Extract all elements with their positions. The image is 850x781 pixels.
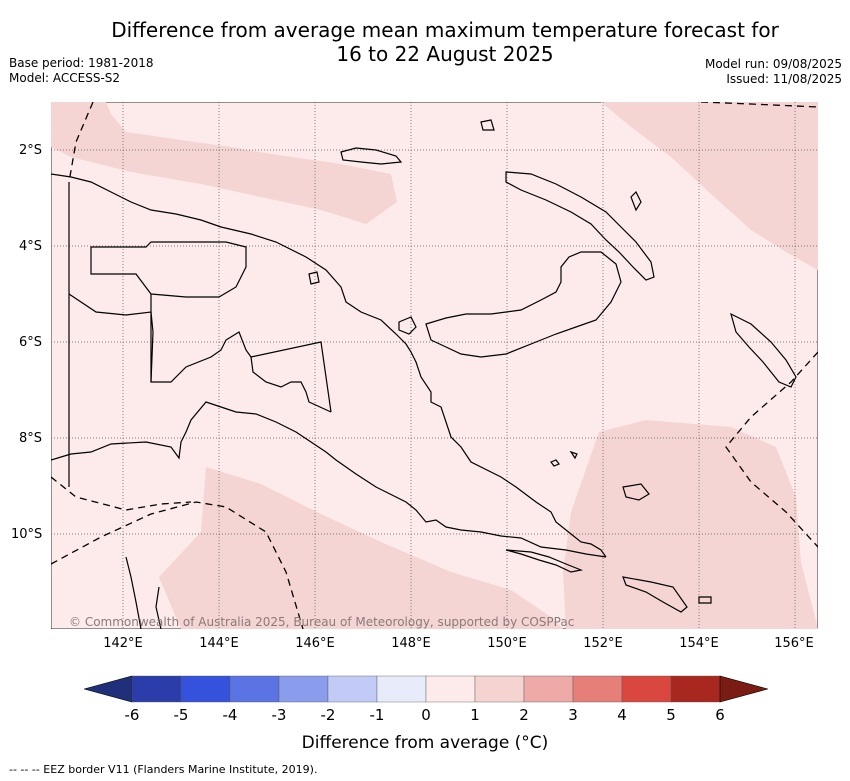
colorbar-segment [278, 675, 329, 703]
colorbar-segment [229, 675, 280, 703]
lon-label-154e: 154°E [679, 636, 719, 651]
colorbar-tick-label: -2 [320, 706, 336, 724]
colorbar [84, 675, 768, 703]
colorbar-tick-label: 0 [421, 706, 431, 724]
lat-label-8s: 8°S [19, 431, 43, 446]
model-run: Model run: 09/08/2025 [704, 57, 842, 71]
lat-label-4s: 4°S [19, 239, 43, 254]
colorbar-tick-label: -5 [173, 706, 189, 724]
colorbar-tick-label: 4 [617, 706, 627, 724]
lon-label-152e: 152°E [583, 636, 623, 651]
title-line-1: Difference from average mean maximum tem… [111, 18, 779, 42]
coastlines [51, 119, 797, 629]
colorbar-segment [131, 675, 182, 703]
colorbar-segment [474, 675, 525, 703]
meta-left: Base period: 1981-2018 Model: ACCESS-S2 [9, 56, 154, 86]
lon-label-144e: 144°E [199, 636, 239, 651]
colorbar-tick-label: -1 [369, 706, 385, 724]
colorbar-segment [670, 675, 721, 703]
colorbar-segment [180, 675, 231, 703]
colorbar-segment [425, 675, 476, 703]
colorbar-segment [327, 675, 378, 703]
lat-label-10s: 10°S [11, 527, 43, 542]
colorbar-tick-label: -4 [222, 706, 238, 724]
colorbar-tick-label: -6 [124, 706, 140, 724]
colorbar-segment [376, 675, 427, 703]
colorbar-segment [621, 675, 672, 703]
colorbar-tick-label: 3 [568, 706, 578, 724]
lon-label-156e: 156°E [774, 636, 814, 651]
map-panel [51, 102, 818, 629]
colorbar-tick-label: 2 [519, 706, 529, 724]
warm-patch-southeast [563, 420, 818, 629]
colorbar-tick-label: 1 [470, 706, 480, 724]
lon-label-142e: 142°E [103, 636, 143, 651]
lon-label-146e: 146°E [295, 636, 335, 651]
copyright-credit: © Commonwealth of Australia 2025, Bureau… [69, 615, 575, 629]
lat-label-2s: 2°S [19, 143, 43, 158]
eez-footnote: -- -- -- EEZ border V11 (Flanders Marine… [9, 763, 318, 776]
colorbar-over-arrow [719, 675, 768, 703]
title-line-2: 16 to 22 August 2025 [336, 42, 554, 66]
colorbar-tick-label: -3 [271, 706, 287, 724]
issued-date: Issued: 11/08/2025 [726, 72, 842, 86]
colorbar-segment [572, 675, 623, 703]
meta-right: Model run: 09/08/2025 Issued: 11/08/2025 [705, 57, 842, 87]
base-period: Base period: 1981-2018 [9, 56, 154, 70]
map-title: Difference from average mean maximum tem… [85, 18, 805, 66]
eez-borders [51, 102, 818, 629]
colorbar-tick-label: 6 [715, 706, 725, 724]
colorbar-label: Difference from average (°C) [301, 733, 549, 753]
colorbar-segment [523, 675, 574, 703]
graticule [51, 102, 818, 629]
warm-patch-southwest [159, 467, 563, 629]
warm-patch-northeast [601, 102, 818, 270]
colorbar-tick-label: 5 [666, 706, 676, 724]
map-svg [51, 102, 818, 629]
model-name: Model: ACCESS-S2 [9, 71, 121, 85]
lon-label-148e: 148°E [391, 636, 431, 651]
warm-patch-north [51, 102, 397, 224]
lon-label-150e: 150°E [487, 636, 527, 651]
lat-label-6s: 6°S [19, 335, 43, 350]
colorbar-under-arrow [84, 675, 133, 703]
